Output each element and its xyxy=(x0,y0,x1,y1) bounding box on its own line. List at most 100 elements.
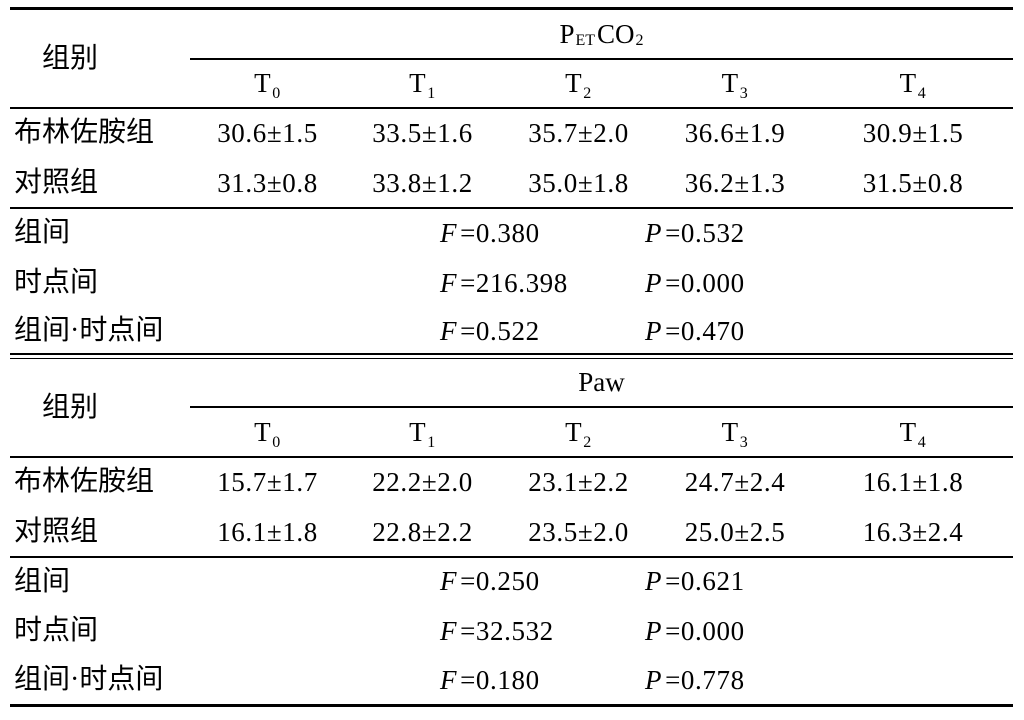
data-cell: 30.9±1.5 xyxy=(862,117,964,148)
f-symbol: F xyxy=(440,566,458,596)
data-cell: 23.1±2.2 xyxy=(528,466,629,497)
header-bottom-rule xyxy=(10,107,1013,109)
timepoint-subscript: 0 xyxy=(272,85,281,102)
timepoint-main: T xyxy=(409,68,427,98)
p-value: =0.000 xyxy=(665,615,745,646)
table-row: 对照组 31.3±0.8 33.8±1.2 35.0±1.8 36.2±1.3 … xyxy=(10,158,1013,208)
timepoint-header-row: T0 T1 T2 T3 T4 xyxy=(10,407,1013,457)
stats-row-label: 组间·时点间 xyxy=(14,664,164,695)
p-symbol: P xyxy=(645,315,663,346)
timepoint-main: T xyxy=(565,68,583,98)
f-value: =32.532 xyxy=(460,615,554,646)
f-symbol: F xyxy=(440,664,458,695)
p-value: =0.778 xyxy=(665,664,745,695)
p-symbol: P xyxy=(645,615,663,646)
table-bottom-rule xyxy=(10,704,1013,707)
timepoint-header: T2 xyxy=(500,68,657,102)
p-statistic: P =0.470 xyxy=(645,307,745,355)
stats-row-label: 组间·时点间 xyxy=(14,315,164,346)
data-cell: 25.0±2.5 xyxy=(684,516,786,547)
p-value: =0.532 xyxy=(665,217,745,248)
timepoint-header-row: T0 T1 T2 T3 T4 xyxy=(10,59,1013,108)
group-column-header: 组别 xyxy=(10,358,190,457)
stats-row-label: 组间 xyxy=(14,565,71,597)
measure-main-2: CO xyxy=(597,19,635,49)
data-cell: 24.7±2.4 xyxy=(684,466,786,497)
group-header-label: 组别 xyxy=(42,43,99,74)
header-bottom-rule xyxy=(10,456,1013,458)
timepoint-subscript: 0 xyxy=(272,433,281,451)
stats-row: 时点间 F =32.532 P =0.000 xyxy=(10,606,1013,656)
data-cell: 36.2±1.3 xyxy=(684,167,786,198)
f-symbol: F xyxy=(440,267,458,298)
section-divider-rule-upper xyxy=(10,353,1013,355)
timepoint-header: T3 xyxy=(657,68,813,102)
data-cell: 33.5±1.6 xyxy=(372,117,473,148)
data-cell: 16.1±1.8 xyxy=(862,466,964,497)
timepoint-subscript: 1 xyxy=(427,433,436,451)
data-cell: 16.1±1.8 xyxy=(217,516,318,547)
timepoint-main: T xyxy=(899,68,917,98)
timepoint-main: T xyxy=(409,416,427,447)
timepoint-subscript: 2 xyxy=(583,433,592,451)
timepoint-header: T4 xyxy=(813,68,1013,102)
data-bottom-rule xyxy=(10,556,1013,558)
p-value: =0.470 xyxy=(665,315,745,346)
timepoint-header: T1 xyxy=(345,416,500,450)
timepoint-main: T xyxy=(721,416,739,447)
f-symbol: F xyxy=(440,615,458,646)
f-value: =0.522 xyxy=(460,315,540,346)
measure-main: P xyxy=(559,19,575,49)
measure-header-rule xyxy=(190,406,1013,408)
measure-subscript: ET xyxy=(575,31,596,49)
timepoint-header: T0 xyxy=(190,418,345,450)
timepoint-subscript: 3 xyxy=(739,85,749,102)
data-cell: 30.6±1.5 xyxy=(217,117,318,148)
f-statistic: F =216.398 xyxy=(440,258,568,308)
data-cell: 33.8±1.2 xyxy=(372,167,473,198)
measure-subscript-2: 2 xyxy=(635,31,644,49)
data-cell: 35.7±2.0 xyxy=(528,117,629,148)
f-statistic: F =0.380 xyxy=(440,208,540,258)
p-statistic: P =0.621 xyxy=(645,557,745,606)
f-statistic: F =0.522 xyxy=(440,307,540,355)
data-cell: 36.6±1.9 xyxy=(684,117,786,148)
data-cell: 15.7±1.7 xyxy=(217,466,318,497)
data-cell: 22.8±2.2 xyxy=(372,516,473,547)
petco2-measure-header: P ET CO 2 xyxy=(190,10,1013,59)
p-symbol: P xyxy=(645,217,663,248)
timepoint-main: T xyxy=(721,68,739,98)
data-cell: 22.2±2.0 xyxy=(372,466,473,497)
p-value: =0.621 xyxy=(665,566,745,596)
f-value: =216.398 xyxy=(460,267,568,298)
timepoint-subscript: 4 xyxy=(917,433,927,451)
table-top-rule xyxy=(10,7,1013,10)
row-label: 布林佐胺组 xyxy=(14,117,155,148)
timepoint-header: T0 xyxy=(190,70,345,102)
measure-header-rule xyxy=(190,58,1013,60)
f-statistic: F =32.532 xyxy=(440,606,554,656)
data-cell: 31.3±0.8 xyxy=(217,167,318,198)
data-cell: 35.0±1.8 xyxy=(528,167,629,198)
f-value: =0.250 xyxy=(460,566,540,596)
group-column-header: 组别 xyxy=(10,10,190,108)
group-header-label: 组别 xyxy=(42,391,99,423)
p-symbol: P xyxy=(645,664,663,695)
timepoint-header: T1 xyxy=(345,68,500,102)
p-symbol: P xyxy=(645,566,663,596)
timepoint-main: T xyxy=(565,416,583,447)
stats-row: 组间·时点间 F =0.522 P =0.470 xyxy=(10,307,1013,355)
timepoint-subscript: 4 xyxy=(917,85,927,102)
f-statistic: F =0.180 xyxy=(440,656,540,704)
f-symbol: F xyxy=(440,315,458,346)
f-value: =0.180 xyxy=(460,664,540,695)
stats-row-label: 时点间 xyxy=(14,615,99,646)
timepoint-subscript: 3 xyxy=(739,433,749,451)
p-statistic: P =0.000 xyxy=(645,606,745,656)
stats-row: 组间 F =0.250 P =0.621 xyxy=(10,557,1013,606)
timepoint-header: T4 xyxy=(813,418,1013,450)
f-symbol: F xyxy=(440,217,458,248)
f-value: =0.380 xyxy=(460,217,540,248)
stats-row-label: 组间 xyxy=(14,217,71,248)
